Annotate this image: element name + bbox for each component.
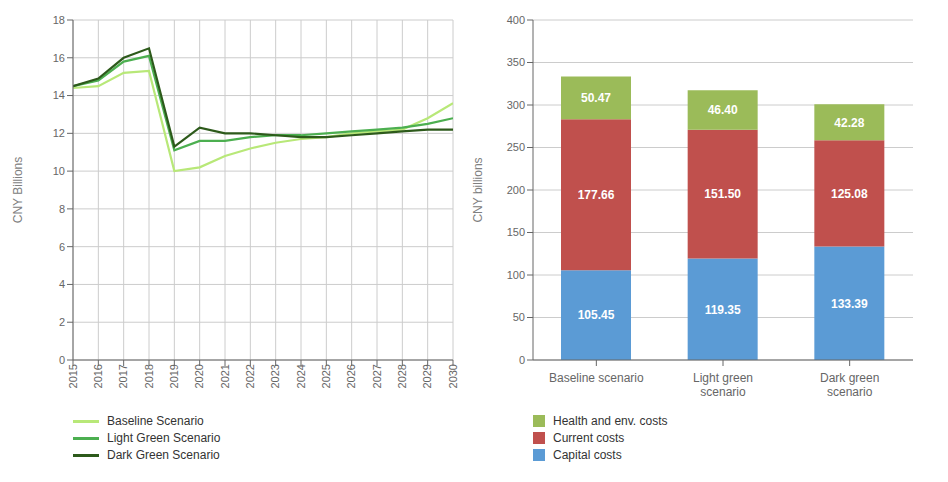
svg-text:14: 14 [53,89,65,101]
html-text:Light Green Scenario: Light Green Scenario [107,431,221,445]
svg-text:100: 100 [507,269,525,281]
svg-text:2030: 2030 [447,364,459,388]
html-text:Current costs: Current costs [553,431,625,445]
svg-text:133.39: 133.39 [831,297,868,311]
svg-text:2025: 2025 [320,364,332,388]
html-text:Dark Green Scenario: Dark Green Scenario [107,448,220,462]
svg-text:151.50: 151.50 [704,187,741,201]
svg-text:150: 150 [507,226,525,238]
svg-text:2020: 2020 [193,364,205,388]
svg-text:Light greenscenario: Light greenscenario [693,371,753,399]
svg-text:177.66: 177.66 [578,188,615,202]
svg-text:0: 0 [519,354,525,366]
html-text:Baseline Scenario: Baseline Scenario [107,414,204,428]
svg-text:350: 350 [507,56,525,68]
svg-text:50.47: 50.47 [581,91,611,105]
svg-text:CNY Billions: CNY Billions [11,157,25,223]
svg-text:10: 10 [53,165,65,177]
svg-text:42.28: 42.28 [834,116,864,130]
svg-text:250: 250 [507,141,525,153]
svg-text:12: 12 [53,127,65,139]
svg-text:2017: 2017 [117,364,129,388]
svg-text:200: 200 [507,184,525,196]
svg-text:105.45: 105.45 [578,308,615,322]
svg-text:300: 300 [507,99,525,111]
html-text:Health and env. costs: Health and env. costs [553,414,668,428]
svg-text:119.35: 119.35 [705,303,741,317]
svg-text:2024: 2024 [295,364,307,388]
svg-text:8: 8 [59,203,65,215]
svg-text:2: 2 [59,316,65,328]
svg-text:400: 400 [507,14,525,26]
svg-text:16: 16 [53,52,65,64]
svg-text:2029: 2029 [421,364,433,388]
svg-text:0: 0 [59,354,65,366]
svg-text:2016: 2016 [92,364,104,388]
svg-text:2018: 2018 [143,364,155,388]
svg-text:2021: 2021 [219,364,231,388]
svg-text:2028: 2028 [396,364,408,388]
html-text:Capital costs: Capital costs [553,448,622,462]
svg-text:6: 6 [59,241,65,253]
svg-text:125.08: 125.08 [831,187,868,201]
svg-text:Dark greenscenario: Dark greenscenario [820,371,879,399]
svg-text:Baseline scenario: Baseline scenario [549,371,644,385]
svg-text:4: 4 [59,278,65,290]
svg-text:2015: 2015 [67,364,79,388]
svg-text:2019: 2019 [168,364,180,388]
svg-text:2023: 2023 [269,364,281,388]
svg-text:50: 50 [513,311,525,323]
svg-text:18: 18 [53,14,65,26]
svg-text:2027: 2027 [371,364,383,388]
svg-text:46.40: 46.40 [708,103,738,117]
svg-text:CNY billions: CNY billions [471,157,485,222]
svg-text:2026: 2026 [345,364,357,388]
svg-text:2022: 2022 [244,364,256,388]
